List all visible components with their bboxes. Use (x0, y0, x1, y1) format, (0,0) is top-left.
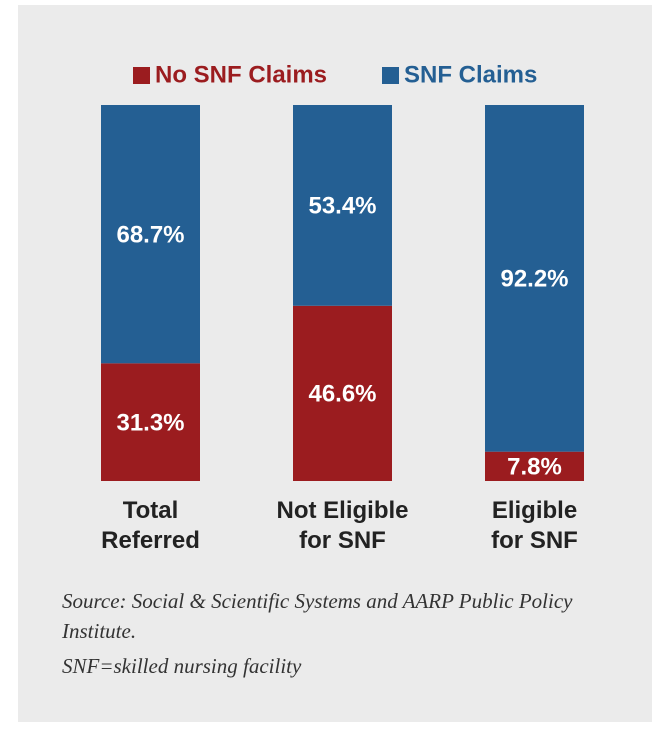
definition-note: SNF=skilled nursing facility (62, 654, 302, 678)
value-label: 31.3% (116, 409, 184, 436)
bar-segment (293, 105, 392, 306)
value-label: 7.8% (507, 454, 562, 481)
legend-label: SNF Claims (404, 61, 537, 88)
value-label: 46.6% (308, 381, 376, 408)
bar-segment (485, 451, 584, 481)
legend-label: No SNF Claims (155, 61, 327, 88)
legend-swatch (382, 67, 399, 84)
bar-segment (293, 305, 392, 481)
legend-swatch (133, 67, 150, 84)
bar-segment (101, 105, 200, 364)
bar-segment (485, 105, 584, 452)
category-label: Not Eligible for SNF (276, 497, 409, 554)
value-label: 68.7% (116, 221, 184, 248)
value-label: 53.4% (308, 193, 376, 220)
value-label: 92.2% (500, 266, 568, 293)
bar-segment (101, 363, 200, 481)
source-note: Source: Social & Scientific Systems and … (62, 589, 573, 643)
category-label: Eligible for SNF (491, 497, 578, 554)
category-label: Total Referred (101, 497, 200, 554)
